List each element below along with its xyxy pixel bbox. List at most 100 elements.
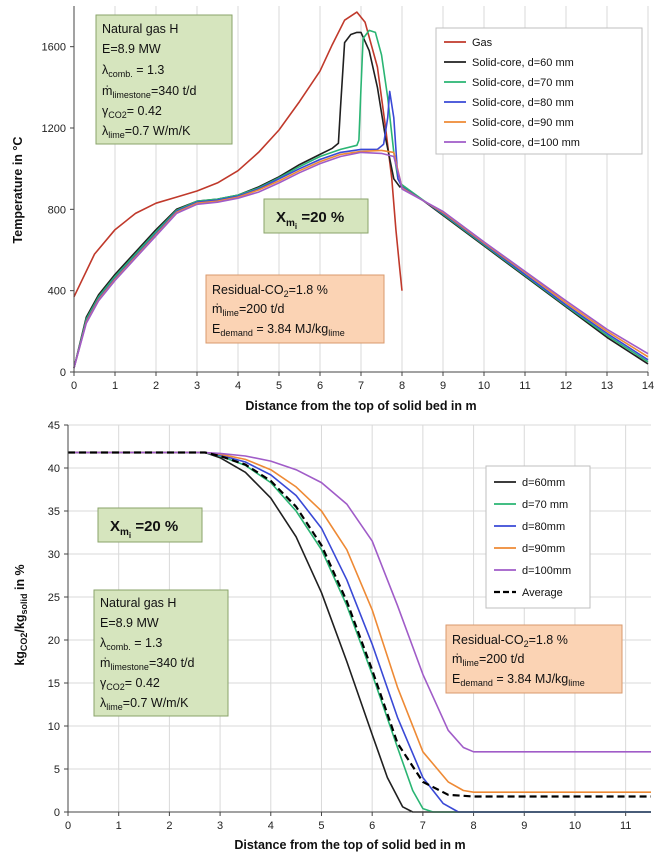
bot-series-line-d-60mm — [68, 451, 651, 813]
bot-y-tick-label: 35 — [48, 506, 60, 518]
bottom-x-axis-title: Distance from the top of solid bed in m — [234, 838, 465, 852]
top-x-tick-label: 5 — [276, 380, 282, 392]
top-param-fuel: Natural gas H — [102, 22, 178, 36]
bot-x-tick-label: 1 — [116, 820, 122, 832]
bottom-series — [68, 451, 651, 813]
bot-y-tick-label: 30 — [48, 549, 60, 561]
bot-x-tick-label: 4 — [268, 820, 274, 832]
bot-series-line-d-100mm — [68, 451, 651, 753]
bottom-param-fuel: Natural gas H — [100, 596, 176, 610]
top-x-tick-label: 0 — [71, 380, 77, 392]
bot-x-tick-label: 11 — [620, 820, 631, 832]
top-x-tick-label: 6 — [317, 380, 323, 392]
bot-x-tick-label: 6 — [369, 820, 375, 832]
bottom-xm-box: Xmi =20 % — [97, 507, 203, 543]
bot-x-tick-label: 9 — [521, 820, 527, 832]
top-residual-co2: Residual-CO2=1.8 % — [212, 283, 328, 299]
bot-y-tick-label: 15 — [48, 678, 60, 690]
bot-y-tick-label: 0 — [54, 807, 60, 819]
top-residual-box: Residual-CO2=1.8 % ṁlime=200 t/d Edemand… — [205, 274, 385, 344]
top-x-tick-label: 1 — [112, 380, 118, 392]
bottom-legend: d=60mm d=70 mm d=80mm d=90mm d=100mm Average — [485, 465, 591, 609]
bottom-params-box: Natural gas H E=8.9 MW λcomb. = 1.3 ṁlim… — [93, 589, 229, 717]
bottom-y-tick-labels: 0 5 10 15 20 25 30 35 40 45 — [48, 420, 60, 819]
top-legend-label-solid-core-d-90-mm: Solid-core, d=90 mm — [472, 117, 574, 129]
top-xm-box-bg — [263, 198, 369, 234]
top-y-tick-labels: 0 400 800 1200 1600 — [42, 42, 66, 379]
bottom-param-lambda-lime: λlime=0.7 W/m/K — [100, 696, 189, 712]
bot-legend-label-d-70-mm: d=70 mm — [522, 499, 568, 511]
top-x-tick-label: 10 — [478, 380, 490, 392]
top-x-tick-label: 2 — [153, 380, 159, 392]
bottom-residual-co2: Residual-CO2=1.8 % — [452, 633, 568, 649]
bot-x-tick-label: 5 — [318, 820, 324, 832]
bot-x-tick-label: 7 — [420, 820, 426, 832]
top-series — [73, 11, 649, 369]
top-legend-label-solid-core-d-100-mm: Solid-core, d=100 mm — [472, 137, 580, 149]
top-y-tick-label: 800 — [48, 204, 66, 216]
top-y-axis-title: Temperature in °C — [11, 137, 25, 244]
top-x-tick-label: 7 — [358, 380, 364, 392]
top-x-tick-label: 3 — [194, 380, 200, 392]
bot-x-tick-label: 8 — [471, 820, 477, 832]
top-x-axis-title: Distance from the top of solid bed in m — [245, 399, 476, 413]
top-y-tick-label: 400 — [48, 286, 66, 298]
top-x-tick-label: 14 — [642, 380, 654, 392]
top-x-tick-label: 4 — [235, 380, 241, 392]
bot-y-tick-label: 40 — [48, 463, 60, 475]
top-x-tick-label: 12 — [560, 380, 572, 392]
top-y-tick-label: 0 — [60, 367, 66, 379]
bot-legend-label-d-80mm: d=80mm — [522, 521, 565, 533]
top-params-box: Natural gas H E=8.9 MW λcomb. = 1.3 ṁlim… — [95, 14, 233, 145]
top-params-box-bg — [95, 14, 233, 145]
bot-series-line-d-80mm — [68, 451, 651, 813]
bottom-params-box-bg — [93, 589, 229, 717]
bot-y-tick-label: 5 — [54, 764, 60, 776]
top-legend-label-solid-core-d-60-mm: Solid-core, d=60 mm — [472, 57, 574, 69]
bottom-param-power: E=8.9 MW — [100, 616, 159, 630]
bottom-y-axis-title: kgCO2/kgsolid in % — [13, 564, 29, 665]
top-y-tick-label: 1200 — [42, 123, 66, 135]
bot-legend-label-average: Average — [522, 587, 563, 599]
bottom-legend-box — [485, 465, 591, 609]
top-xm-box: Xmi =20 % — [263, 198, 369, 234]
bot-legend-label-d-100mm: d=100mm — [522, 565, 571, 577]
top-x-tick-label: 11 — [519, 380, 530, 392]
bottom-residual-box-bg — [445, 624, 623, 694]
bot-x-tick-label: 2 — [166, 820, 172, 832]
bot-y-tick-label: 25 — [48, 592, 60, 604]
bot-legend-label-d-90mm: d=90mm — [522, 543, 565, 555]
top-legend-box — [435, 27, 643, 155]
bot-y-tick-label: 10 — [48, 721, 60, 733]
bottom-x-tick-labels: 0 1 2 3 4 5 6 7 8 9 10 11 — [65, 820, 631, 832]
top-legend-label-solid-core-d-70-mm: Solid-core, d=70 mm — [472, 77, 574, 89]
bot-x-tick-label: 0 — [65, 820, 71, 832]
bot-y-tick-label: 20 — [48, 635, 60, 647]
top-residual-box-bg — [205, 274, 385, 344]
top-x-tick-label: 9 — [440, 380, 446, 392]
bot-legend-label-d-60mm: d=60mm — [522, 477, 565, 489]
top-legend-label-solid-core-d-80-mm: Solid-core, d=80 mm — [472, 97, 574, 109]
bot-y-tick-label: 45 — [48, 420, 60, 432]
bottom-legend-items: d=60mm d=70 mm d=80mm d=90mm d=100mm Average — [494, 477, 571, 599]
top-param-lambda-lime: λlime=0.7 W/m/K — [102, 124, 191, 140]
top-legend: Gas Solid-core, d=60 mm Solid-core, d=70 m… — [435, 27, 643, 155]
top-x-tick-labels: 0 1 2 3 4 5 6 7 8 9 10 11 12 13 14 — [71, 380, 654, 392]
bot-x-tick-label: 10 — [569, 820, 581, 832]
bottom-residual-box: Residual-CO2=1.8 % ṁlime=200 t/d Edemand… — [445, 624, 623, 694]
top-x-tick-label: 8 — [399, 380, 405, 392]
top-series-line-solid-core-d-100-mm — [73, 151, 649, 369]
top-param-power: E=8.9 MW — [102, 42, 161, 56]
top-y-tick-label: 1600 — [42, 42, 66, 54]
top-legend-items: Gas Solid-core, d=60 mm Solid-core, d=70 m… — [444, 37, 580, 149]
bot-series-line-d-90mm — [68, 451, 651, 794]
bot-x-tick-label: 3 — [217, 820, 223, 832]
bottom-xm-box-bg — [97, 507, 203, 543]
top-legend-label-gas: Gas — [472, 37, 493, 49]
top-x-tick-label: 13 — [601, 380, 613, 392]
bot-series-line-average — [68, 451, 651, 798]
